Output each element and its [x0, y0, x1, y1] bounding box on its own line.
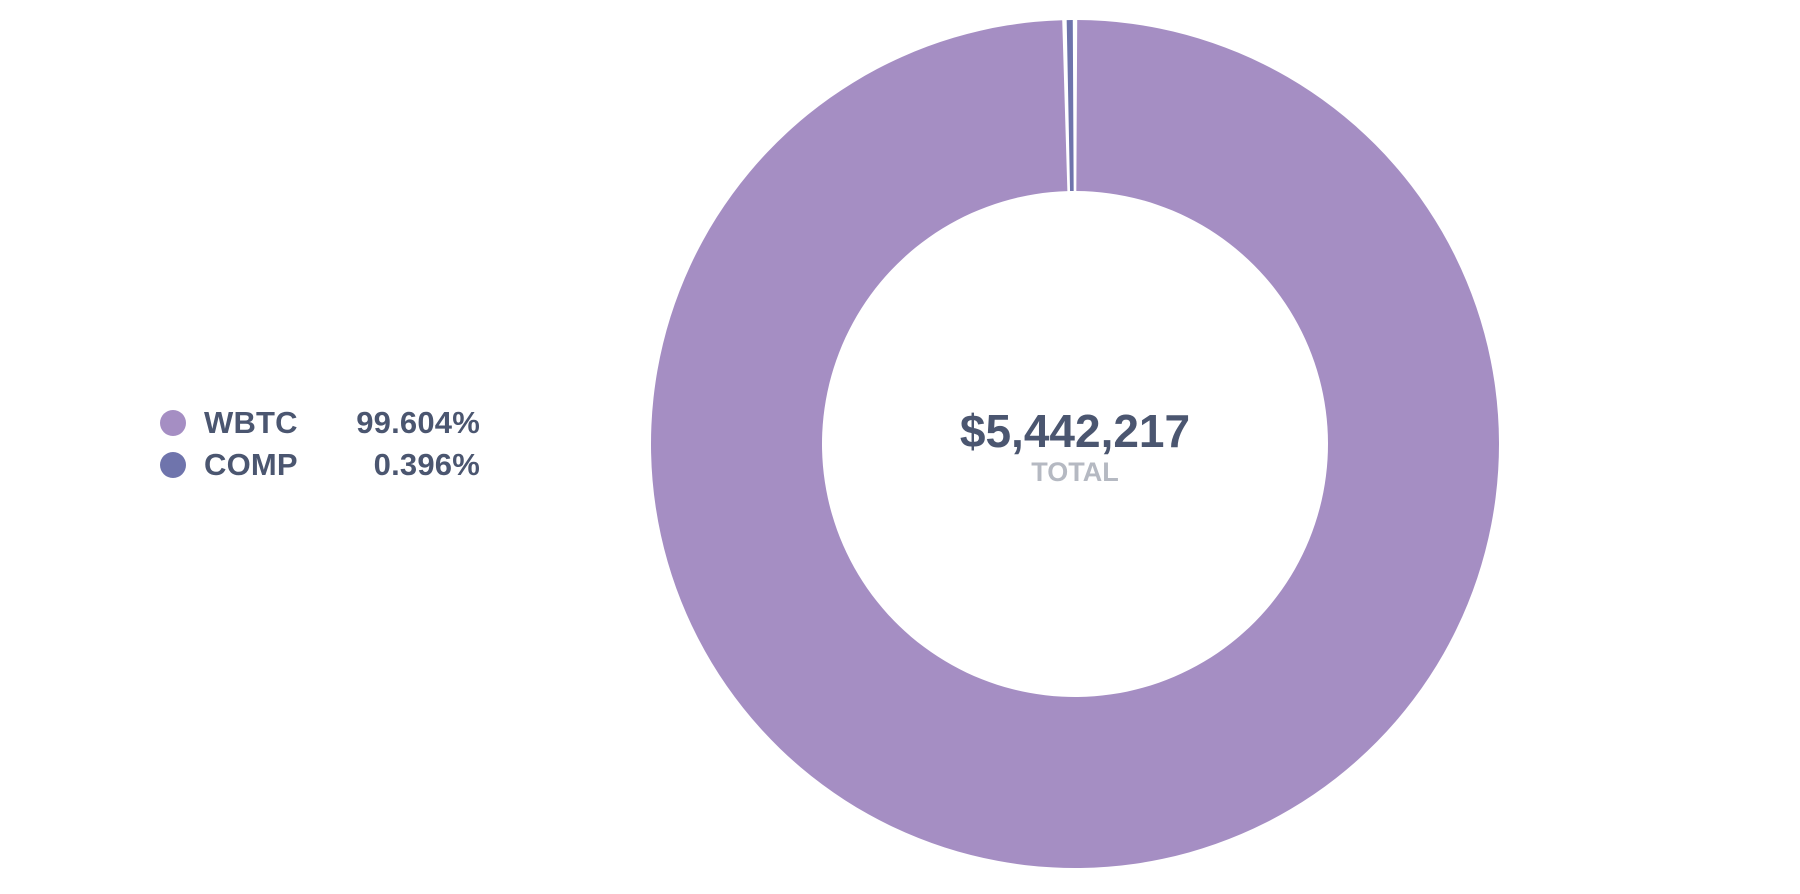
- donut-slices: [651, 20, 1499, 868]
- legend-value-comp: 0.396%: [373, 447, 480, 482]
- legend-item-wbtc[interactable]: WBTC 99.604%: [160, 402, 480, 444]
- donut-slice-wbtc[interactable]: [651, 20, 1499, 868]
- donut-slice-comp[interactable]: [1066, 20, 1074, 192]
- donut-center-value: $5,442,217: [960, 405, 1190, 457]
- legend-label-comp: COMP: [204, 447, 298, 482]
- chart-legend: WBTC 99.604% COMP 0.396%: [160, 402, 480, 486]
- legend-swatch-wbtc: [160, 410, 186, 436]
- donut-center-label: TOTAL: [1031, 457, 1119, 487]
- legend-value-wbtc: 99.604%: [356, 405, 480, 440]
- legend-item-comp[interactable]: COMP 0.396%: [160, 444, 480, 486]
- legend-label-wbtc: WBTC: [204, 405, 298, 440]
- legend-swatch-comp: [160, 452, 186, 478]
